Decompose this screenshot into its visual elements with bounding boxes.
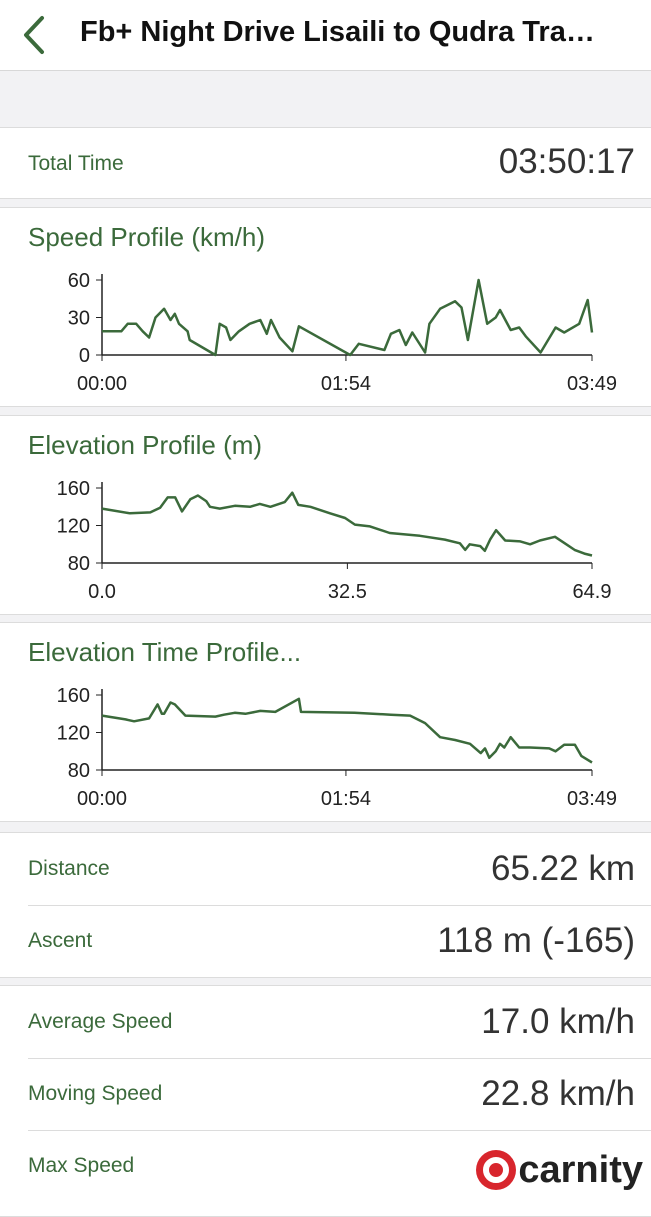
chart-title: Elevation Profile (m)	[28, 430, 262, 460]
stats-group: Average Speed 17.0 km/h Moving Speed 22.8 k…	[0, 985, 651, 1217]
x-tick-label: 00:00	[77, 788, 127, 810]
back-button[interactable]	[14, 10, 54, 60]
chart-card: Speed Profile (km/h) 0 30 60 00:00 01:54 03:49	[0, 207, 651, 407]
x-tick-label: 01:54	[321, 788, 371, 810]
y-tick-label: 80	[68, 760, 90, 782]
x-tick-label: 01:54	[321, 373, 371, 395]
chart-card: Elevation Profile (m) 80 120 160 0.0 32.5 64.9	[0, 415, 651, 615]
chart: Elevation Time Profile... 80 120 160 00:00 01…	[28, 637, 617, 810]
chart-card: Elevation Time Profile... 80 120 160 00:00 01…	[0, 622, 651, 822]
x-tick-label: 32.5	[328, 581, 367, 603]
chart: Elevation Profile (m) 80 120 160 0.0 32.5 64.9	[28, 430, 612, 603]
line-series	[101, 697, 593, 764]
y-tick-label: 30	[68, 308, 90, 330]
y-tick-label: 60	[68, 270, 90, 292]
stat-value: 118 m (-165)	[437, 921, 635, 960]
y-tick-label: 80	[68, 553, 90, 575]
y-tick-label: 160	[57, 478, 90, 500]
stat-value: 65.22 km	[491, 849, 635, 888]
stat-label: Average Speed	[28, 1010, 173, 1033]
line-series	[102, 278, 594, 357]
stat-label: Distance	[28, 857, 110, 880]
label: Total Time	[28, 152, 124, 175]
stat-row: Moving Speed 22.8 km/h	[0, 1058, 651, 1130]
watermark-logo	[476, 1150, 517, 1190]
nav-bar: Fb+ Night Drive Lisaili to Qudra Tra…	[0, 0, 651, 71]
y-tick-label: 120	[57, 516, 90, 538]
x-tick-label: 03:49	[567, 788, 617, 810]
watermark: carnity	[474, 1148, 643, 1192]
watermark-text: carnity	[518, 1148, 643, 1191]
stat-value: 17.0 km/h	[481, 1002, 635, 1041]
x-tick-label: 00:00	[77, 373, 127, 395]
stat-label: Ascent	[28, 929, 93, 952]
chart: Speed Profile (km/h) 0 30 60 00:00 01:54 03:49	[28, 222, 617, 395]
total-time: Total Time 03:50:17	[0, 127, 651, 199]
y-tick-label: 120	[57, 723, 90, 745]
stat-value: 22.8 km/h	[481, 1074, 635, 1113]
stat-label: Max Speed	[28, 1154, 135, 1177]
y-tick-label: 0	[79, 345, 90, 367]
stat-row: Average Speed 17.0 km/h	[0, 986, 651, 1058]
stat-row: Max Speed	[0, 1130, 651, 1202]
y-tick-label: 160	[57, 685, 90, 707]
x-tick-label: 0.0	[88, 581, 116, 603]
stats-group: Distance 65.22 km Ascent 118 m (-165)	[0, 832, 651, 978]
chart-title: Speed Profile (km/h)	[28, 222, 265, 252]
value: 03:50:17	[498, 142, 635, 181]
x-tick-label: 03:49	[567, 373, 617, 395]
stat-row: Ascent 118 m (-165)	[0, 905, 651, 977]
chart-title: Elevation Time Profile...	[28, 637, 301, 667]
title: Fb+ Night Drive Lisaili to Qudra Tra…	[80, 16, 595, 48]
line-series	[101, 491, 593, 557]
stat-label: Moving Speed	[28, 1082, 163, 1105]
x-tick-label: 64.9	[573, 581, 612, 603]
stat-row: Distance 65.22 km	[0, 833, 651, 905]
